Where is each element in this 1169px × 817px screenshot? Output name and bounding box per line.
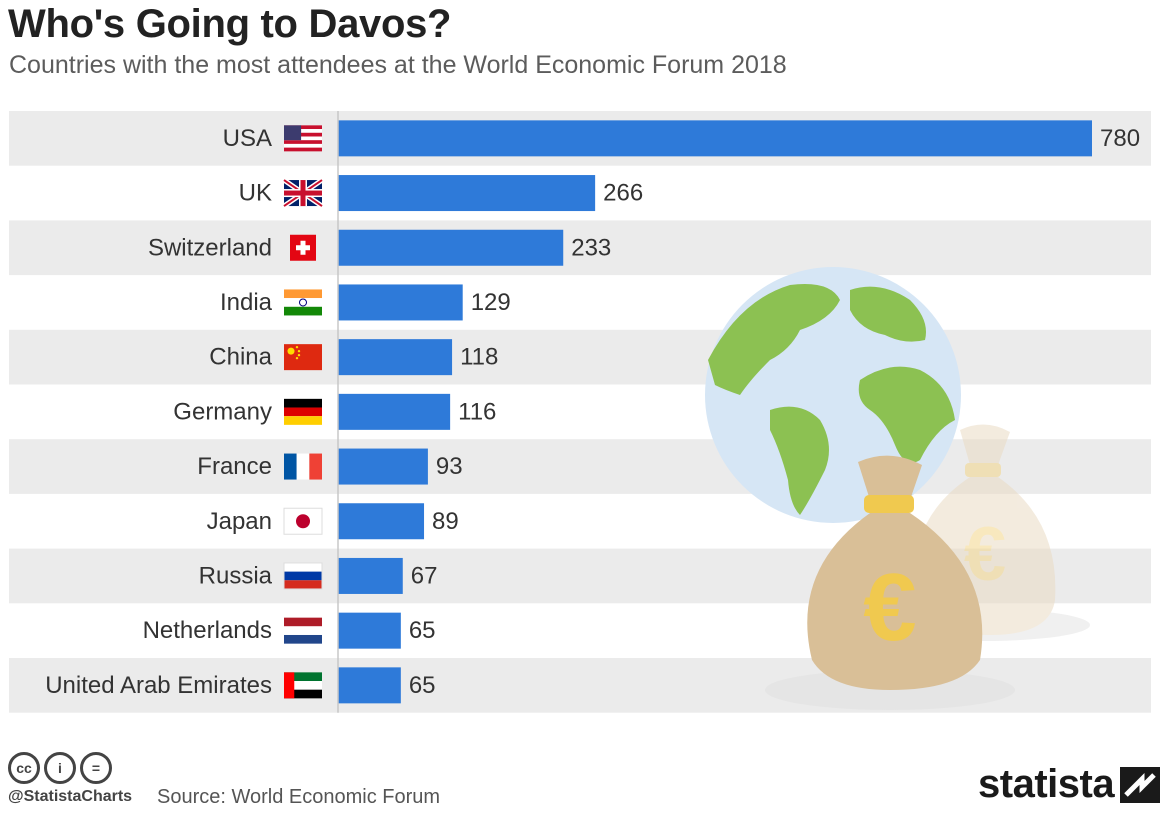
- flag-icon-cn: [284, 344, 322, 371]
- category-label: France: [197, 453, 272, 480]
- license-icons: cc i =: [8, 752, 112, 784]
- flag-icon-ch: [290, 234, 316, 261]
- bar: [338, 120, 1092, 157]
- category-label: USA: [223, 125, 272, 152]
- category-label: Switzerland: [148, 234, 272, 261]
- brand-text: statista: [978, 762, 1115, 806]
- brand-logo: statista: [978, 762, 1161, 807]
- cc-icon: cc: [8, 752, 40, 784]
- bar: [338, 612, 401, 649]
- bar: [338, 503, 425, 540]
- category-label: United Arab Emirates: [45, 672, 272, 699]
- value-label: 129: [471, 289, 511, 316]
- category-label: UK: [239, 180, 272, 207]
- category-label: Netherlands: [143, 617, 272, 644]
- value-label: 233: [571, 234, 611, 261]
- row-band: [9, 548, 1151, 604]
- bar: [338, 393, 451, 430]
- flag-icon-ae: [284, 672, 322, 699]
- category-label: Russia: [199, 562, 273, 589]
- bar: [338, 557, 403, 594]
- value-label: 116: [458, 398, 496, 425]
- value-label: 266: [603, 180, 643, 207]
- value-label: 89: [432, 508, 459, 535]
- value-label: 780: [1100, 125, 1140, 152]
- chart-title: Who's Going to Davos?: [8, 2, 452, 46]
- value-label: 65: [409, 617, 436, 644]
- bar: [338, 667, 401, 704]
- bar: [338, 448, 428, 485]
- flag-icon-de: [284, 398, 322, 425]
- row-band: [9, 439, 1151, 494]
- statista-logo-icon: [1120, 766, 1161, 803]
- row-band: [9, 220, 1151, 276]
- chart-subtitle: Countries with the most attendees at the…: [9, 51, 787, 79]
- row-band: [9, 329, 1151, 385]
- flag-icon-fr: [284, 453, 322, 480]
- flag-icon-ru: [283, 562, 323, 590]
- flag-icon-gb: [282, 177, 324, 209]
- category-label: India: [220, 289, 273, 316]
- flag-icon-jp: [283, 507, 323, 535]
- category-label: China: [209, 344, 272, 371]
- footer-source: Source: World Economic Forum: [157, 786, 441, 808]
- value-label: 118: [460, 344, 498, 371]
- category-label: Japan: [207, 508, 272, 535]
- flag-icon-us: [284, 125, 322, 152]
- by-icon: i: [44, 752, 76, 784]
- bar: [338, 175, 596, 212]
- nd-icon: =: [80, 752, 112, 784]
- bar: [338, 229, 564, 266]
- bar: [338, 284, 463, 321]
- bar: [338, 339, 453, 376]
- value-label: 93: [436, 453, 463, 480]
- flag-icon-in: [284, 289, 322, 316]
- footer-handle: @StatistaCharts: [8, 788, 133, 805]
- value-label: 67: [411, 562, 438, 589]
- flag-icon-nl: [284, 617, 322, 644]
- value-label: 65: [409, 672, 436, 699]
- category-label: Germany: [173, 398, 272, 425]
